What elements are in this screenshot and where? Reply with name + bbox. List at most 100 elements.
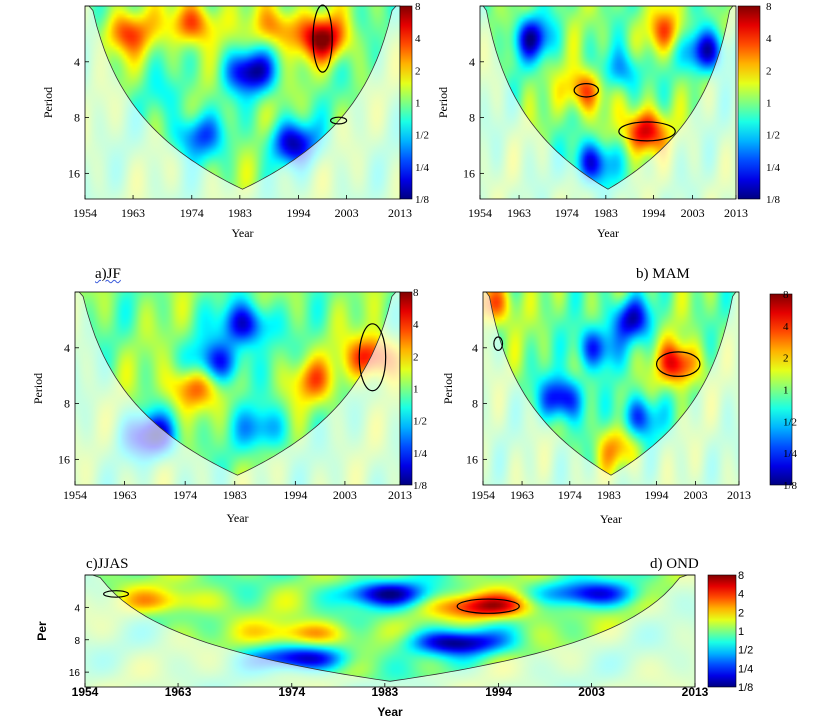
significance-contour-1 [312, 4, 333, 73]
x-tick-label: 1994 [287, 206, 311, 220]
cone-of-influence [483, 291, 739, 476]
cone-of-influence [85, 574, 695, 682]
colorbar-tick-label: 1/2 [738, 645, 753, 657]
x-tick-label: 1983 [223, 488, 247, 502]
significance-contour-2 [655, 351, 701, 377]
x-tick-label: 1983 [228, 206, 252, 220]
colorbar-tick-label: 1 [415, 98, 421, 110]
x-tick-label: 1963 [165, 685, 192, 699]
x-tick-label: 2003 [578, 685, 605, 699]
x-tick-label: 1963 [510, 488, 534, 502]
cone-of-influence [85, 5, 400, 190]
x-tick-label: 2013 [724, 206, 748, 220]
colorbar-tick-label: 8 [738, 570, 744, 582]
x-axis-title: Year [597, 226, 619, 240]
colorbar-tick-label: 1 [738, 626, 744, 638]
colorbar-tick-label: 1/2 [766, 130, 780, 142]
y-tick-label: 4 [64, 341, 70, 355]
x-tick-label: 2003 [335, 206, 359, 220]
x-tick-label: 1994 [485, 685, 512, 699]
x-tick-label: 1983 [371, 685, 398, 699]
x-tick-label: 1954 [63, 488, 87, 502]
colorbar-tick-label: 1 [783, 385, 789, 397]
y-tick-label: 4 [74, 55, 80, 69]
y-tick-label: 16 [466, 452, 478, 466]
x-tick-label: 1994 [645, 488, 669, 502]
y-tick-label: 16 [58, 452, 70, 466]
x-tick-label: 1974 [173, 488, 197, 502]
colorbar-tick-label: 1/8 [783, 480, 798, 492]
colorbar-tick-label: 8 [413, 287, 419, 299]
colorbar [707, 574, 737, 688]
y-axis-title: Period [441, 373, 455, 404]
colorbar-tick-label: 1/2 [783, 416, 797, 428]
x-tick-label: 1974 [558, 488, 582, 502]
cone-of-influence [75, 291, 400, 476]
colorbar-tick-label: 1/8 [415, 194, 430, 206]
x-tick-label: 1994 [283, 488, 307, 502]
significance-contour-1 [493, 336, 504, 351]
plot-frame [84, 574, 696, 688]
colorbar-tick-label: 4 [766, 33, 772, 45]
colorbar-tick-label: 8 [766, 1, 772, 13]
significance-contour-2 [456, 598, 520, 614]
y-tick-label: 8 [64, 397, 70, 411]
colorbar-tick-label: 4 [413, 319, 419, 331]
colorbar-tick-label: 1/8 [738, 682, 753, 694]
x-tick-label: 1954 [72, 685, 99, 699]
panel-5: 1954 1963 1974 1983 1994 2003 2013 4 8 16 Year Per 8… [35, 570, 753, 719]
x-axis-title: Year [377, 705, 403, 719]
x-axis-title: Year [226, 511, 248, 525]
colorbar-tick-label: 1/4 [766, 162, 781, 174]
colorbar-tick-label: 1/2 [413, 416, 427, 428]
plot-frame [482, 291, 740, 486]
panel-3: 1954 1963 1974 1983 1994 2003 2013 4 8 16 Year Peri… [31, 287, 428, 525]
x-tick-label: 1983 [597, 488, 621, 502]
colorbar-tick-label: 2 [413, 351, 419, 363]
x-tick-label: 2003 [684, 488, 708, 502]
colorbar [769, 293, 793, 486]
significance-contour-1 [573, 83, 600, 98]
colorbar-tick-label: 4 [738, 589, 744, 601]
colorbar-tick-label: 2 [415, 65, 421, 77]
colorbar-tick-label: 2 [766, 65, 772, 77]
plot-frame [479, 5, 737, 200]
colorbar-tick-label: 1/4 [738, 663, 753, 675]
x-tick-label: 1954 [468, 206, 492, 220]
x-tick-label: 1963 [113, 488, 137, 502]
x-tick-label: 1963 [507, 206, 531, 220]
y-axis-title: Period [436, 87, 450, 118]
significance-contour-2 [618, 121, 676, 142]
x-tick-label: 1954 [73, 206, 97, 220]
colorbar-tick-label: 1/4 [413, 448, 428, 460]
colorbar-tick-label: 8 [783, 289, 789, 301]
y-tick-label: 8 [74, 636, 80, 647]
colorbar [737, 5, 761, 200]
colorbar [399, 291, 413, 486]
x-tick-label: 1954 [471, 488, 495, 502]
y-axis-title: Period [41, 87, 55, 118]
panel-2: 1954 1963 1974 1983 1994 2003 2013 4 8 16 Year Peri… [436, 1, 781, 240]
significance-contour-1 [103, 590, 130, 598]
x-tick-label: 2003 [333, 488, 357, 502]
y-axis-title: Per [35, 621, 49, 641]
colorbar-tick-label: 4 [783, 321, 789, 333]
colorbar-tick-label: 1/4 [783, 448, 798, 460]
panel-label-b: b) MAM [636, 266, 690, 282]
y-tick-label: 16 [69, 668, 81, 679]
colorbar-tick-label: 1/8 [766, 194, 781, 206]
colorbar [399, 5, 413, 200]
colorbar-tick-label: 1/8 [413, 480, 428, 492]
colorbar-tick-label: 2 [738, 607, 744, 619]
x-tick-label: 2013 [682, 685, 709, 699]
colorbar-tick-label: 1/2 [415, 130, 429, 142]
y-tick-label: 4 [472, 341, 478, 355]
colorbar-tick-label: 2 [783, 353, 789, 365]
y-tick-label: 16 [68, 166, 80, 180]
y-tick-label: 8 [472, 397, 478, 411]
panel-label-d: d) OND [650, 556, 699, 572]
panel-1: 1954 1963 1974 1983 1994 2003 2013 4 8 16 Year Peri… [41, 1, 430, 240]
panel-4: 1954 1963 1974 1983 1994 2003 2013 4 8 16 Year Peri… [441, 289, 798, 526]
y-axis-title: Period [31, 373, 45, 404]
